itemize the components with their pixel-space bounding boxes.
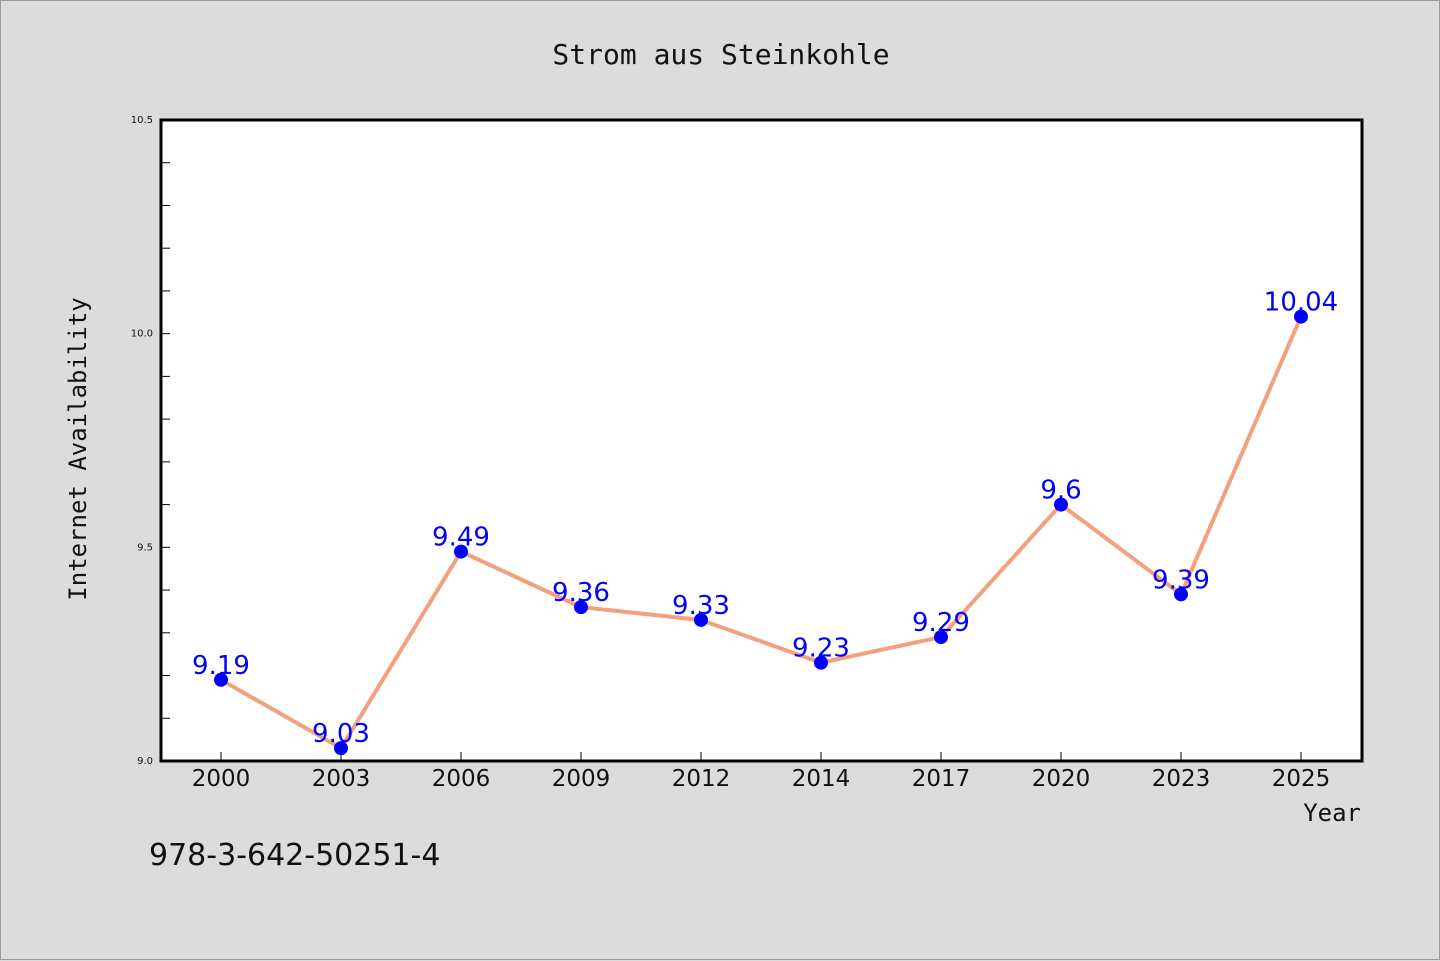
footer-isbn: 978-3-642-50251-4 [149,838,440,873]
y-axis: 9.0 9.5 10.0 10.5 [131,115,170,767]
data-label: 9.33 [672,591,730,621]
plot-area [159,118,1364,763]
y-tick-label: 10.0 [131,329,153,340]
y-axis-label: Internet Availability [64,297,92,600]
data-label: 9.29 [912,608,970,638]
data-point [934,630,948,645]
chart-title: Strom aus Steinkohle [552,38,889,71]
data-label: 9.23 [792,634,850,664]
data-point [334,741,348,756]
series-line [219,314,1303,751]
series-layer: 9.19 9.03 9.49 9.36 9.33 9.23 9.29 9.6 9.39 10.04 [192,288,1338,756]
x-tick-label: 2012 [672,766,731,792]
x-tick-label: 2009 [552,766,611,792]
x-tick-label: 2017 [912,766,971,792]
data-point [574,600,588,615]
data-point [694,612,708,627]
data-label: 9.39 [1152,565,1210,595]
data-point [1174,587,1188,602]
data-label: 9.03 [312,719,370,749]
x-tick-label: 2003 [312,766,371,792]
data-point [454,544,468,559]
x-tick-label: 2023 [1152,766,1211,792]
data-label: 9.19 [192,651,250,681]
x-tick-label: 2014 [792,766,851,792]
data-point [214,672,228,687]
y-tick-label: 9.0 [137,756,153,767]
data-label: 9.49 [432,523,490,553]
x-axis: 2000 2003 2006 2009 2012 2014 2017 2020 2023 2025 [192,752,1331,792]
data-point [1054,497,1068,512]
x-tick-label: 2020 [1032,766,1091,792]
x-tick-label: 2025 [1272,766,1331,792]
data-label: 9.36 [552,578,610,608]
y-tick-label: 10.5 [131,115,153,126]
y-tick-label: 9.5 [137,542,153,553]
data-point [1294,309,1308,324]
x-tick-label: 2000 [192,766,251,792]
data-label: 9.6 [1040,476,1081,506]
x-tick-label: 2006 [432,766,491,792]
data-point [814,655,828,670]
x-axis-label: Year [1303,799,1361,827]
data-label: 10.04 [1264,288,1338,318]
